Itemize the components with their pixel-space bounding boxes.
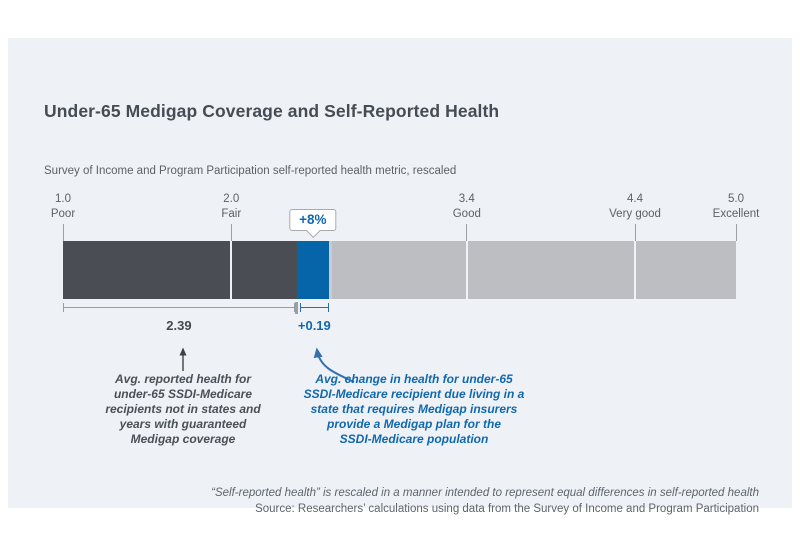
bracket-cap (63, 303, 64, 312)
tick-category: Good (452, 208, 481, 220)
annotation-line: Avg. reported health for (114, 372, 251, 386)
health-scale-bar (63, 241, 736, 299)
remaining-scale-segment (328, 241, 736, 299)
baseline-measure: 2.39 (63, 303, 295, 335)
tick-value: 1.0 (54, 193, 71, 205)
tick-value: 2.0 (223, 193, 240, 205)
tick-category: Poor (50, 208, 76, 220)
change-annotation: Avg. change in health for under-65 SSDI-… (294, 372, 534, 447)
page-title: Under-65 Medigap Coverage and Self-Repor… (44, 101, 500, 121)
axis-tick-mark (466, 224, 468, 241)
bracket-line (63, 307, 295, 308)
bar-divider (465, 241, 468, 299)
bracket-cap (299, 303, 301, 312)
bracket-line (299, 307, 329, 308)
chart-card: Under-65 Medigap Coverage and Self-Repor… (8, 38, 792, 515)
bracket-cap (327, 303, 329, 312)
footnotes: “Self-reported health” is rescaled in a … (211, 485, 759, 517)
annotation-line: under-65 SSDI-Medicare (113, 387, 253, 401)
axis-tick-mark (230, 224, 232, 241)
baseline-health-segment (63, 241, 297, 299)
tick-value: 5.0 (727, 193, 744, 205)
chart-subtitle: Survey of Income and Program Participati… (44, 165, 457, 177)
bracket-cap (293, 303, 295, 312)
footnote-rescale-note: “Self-reported health” is rescaled in a … (211, 487, 759, 499)
tick-category: Very good (609, 208, 661, 220)
change-measure: +0.19 (298, 303, 331, 335)
axis-tick-good: 3.4 Good (453, 192, 481, 222)
annotation-line: Medigap coverage (130, 432, 236, 446)
axis-tick-fair: 2.0 Fair (221, 192, 241, 222)
bar-divider-soft (328, 241, 332, 299)
annotation-line: state that requires Medigap insurers (310, 402, 518, 416)
bar-divider (230, 241, 233, 299)
bracket-junction-tick (295, 302, 299, 314)
tick-category: Excellent (712, 208, 760, 220)
axis-tick-mark (62, 224, 64, 241)
change-measure-value: +0.19 (297, 318, 331, 333)
annotation-line: SSDI-Medicare recipient due living in a (303, 387, 525, 401)
percent-change-callout: +8% (289, 209, 337, 238)
annotation-line: provide a Medigap plan for the (326, 417, 502, 431)
axis-tick-poor: 1.0 Poor (51, 192, 75, 222)
footnote-source: Source: Researchers’ calculations using … (255, 503, 759, 515)
axis-tick-excellent: 5.0 Excellent (713, 192, 760, 222)
baseline-measure-value: 2.39 (166, 318, 192, 333)
percent-change-label: +8% (299, 212, 327, 227)
baseline-annotation: Avg. reported health for under-65 SSDI-M… (93, 372, 273, 447)
tick-value: 3.4 (458, 193, 475, 205)
tick-category: Fair (221, 208, 242, 220)
tick-value: 4.4 (627, 193, 644, 205)
bar-divider (634, 241, 637, 299)
axis-tick-mark (634, 224, 636, 241)
axis-tick-very-good: 4.4 Very good (609, 192, 661, 222)
annotation-line: SSDI-Medicare population (339, 432, 489, 446)
axis-tick-mark (735, 224, 737, 241)
annotation-line: years with guaranteed (119, 417, 247, 431)
medigap-gain-segment (296, 241, 329, 299)
annotation-line: Avg. change in health for under-65 (315, 372, 513, 386)
annotation-line: recipients not in states and (105, 402, 261, 416)
